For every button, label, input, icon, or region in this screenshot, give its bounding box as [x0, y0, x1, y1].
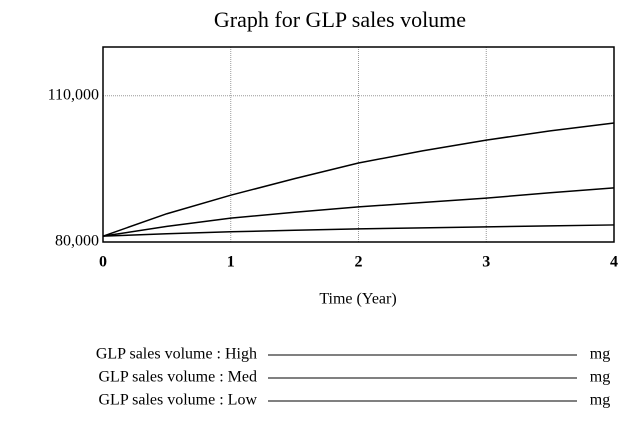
legend-label: GLP sales volume : High [96, 346, 257, 363]
series-line [102, 224, 615, 237]
legend-unit: mg [590, 346, 610, 363]
x-tick-label: 1 [227, 254, 235, 271]
x-tick-label: 0 [99, 254, 107, 271]
x-tick-label: 2 [355, 254, 363, 271]
chart-title: Graph for GLP sales volume [214, 7, 466, 32]
x-axis-label: Time (Year) [319, 291, 396, 308]
legend-unit: mg [590, 392, 610, 409]
legend-label: GLP sales volume : Med [99, 369, 258, 386]
y-tick-label: 110,000 [48, 86, 99, 103]
x-tick-label: 4 [610, 254, 618, 271]
legend-unit: mg [590, 369, 610, 386]
series-line [102, 122, 615, 237]
x-tick-label: 3 [482, 254, 490, 271]
legend-label: GLP sales volume : Low [99, 392, 258, 409]
series-line [102, 187, 615, 237]
y-tick-label: 80,000 [55, 233, 99, 250]
plot-frame [102, 46, 615, 243]
